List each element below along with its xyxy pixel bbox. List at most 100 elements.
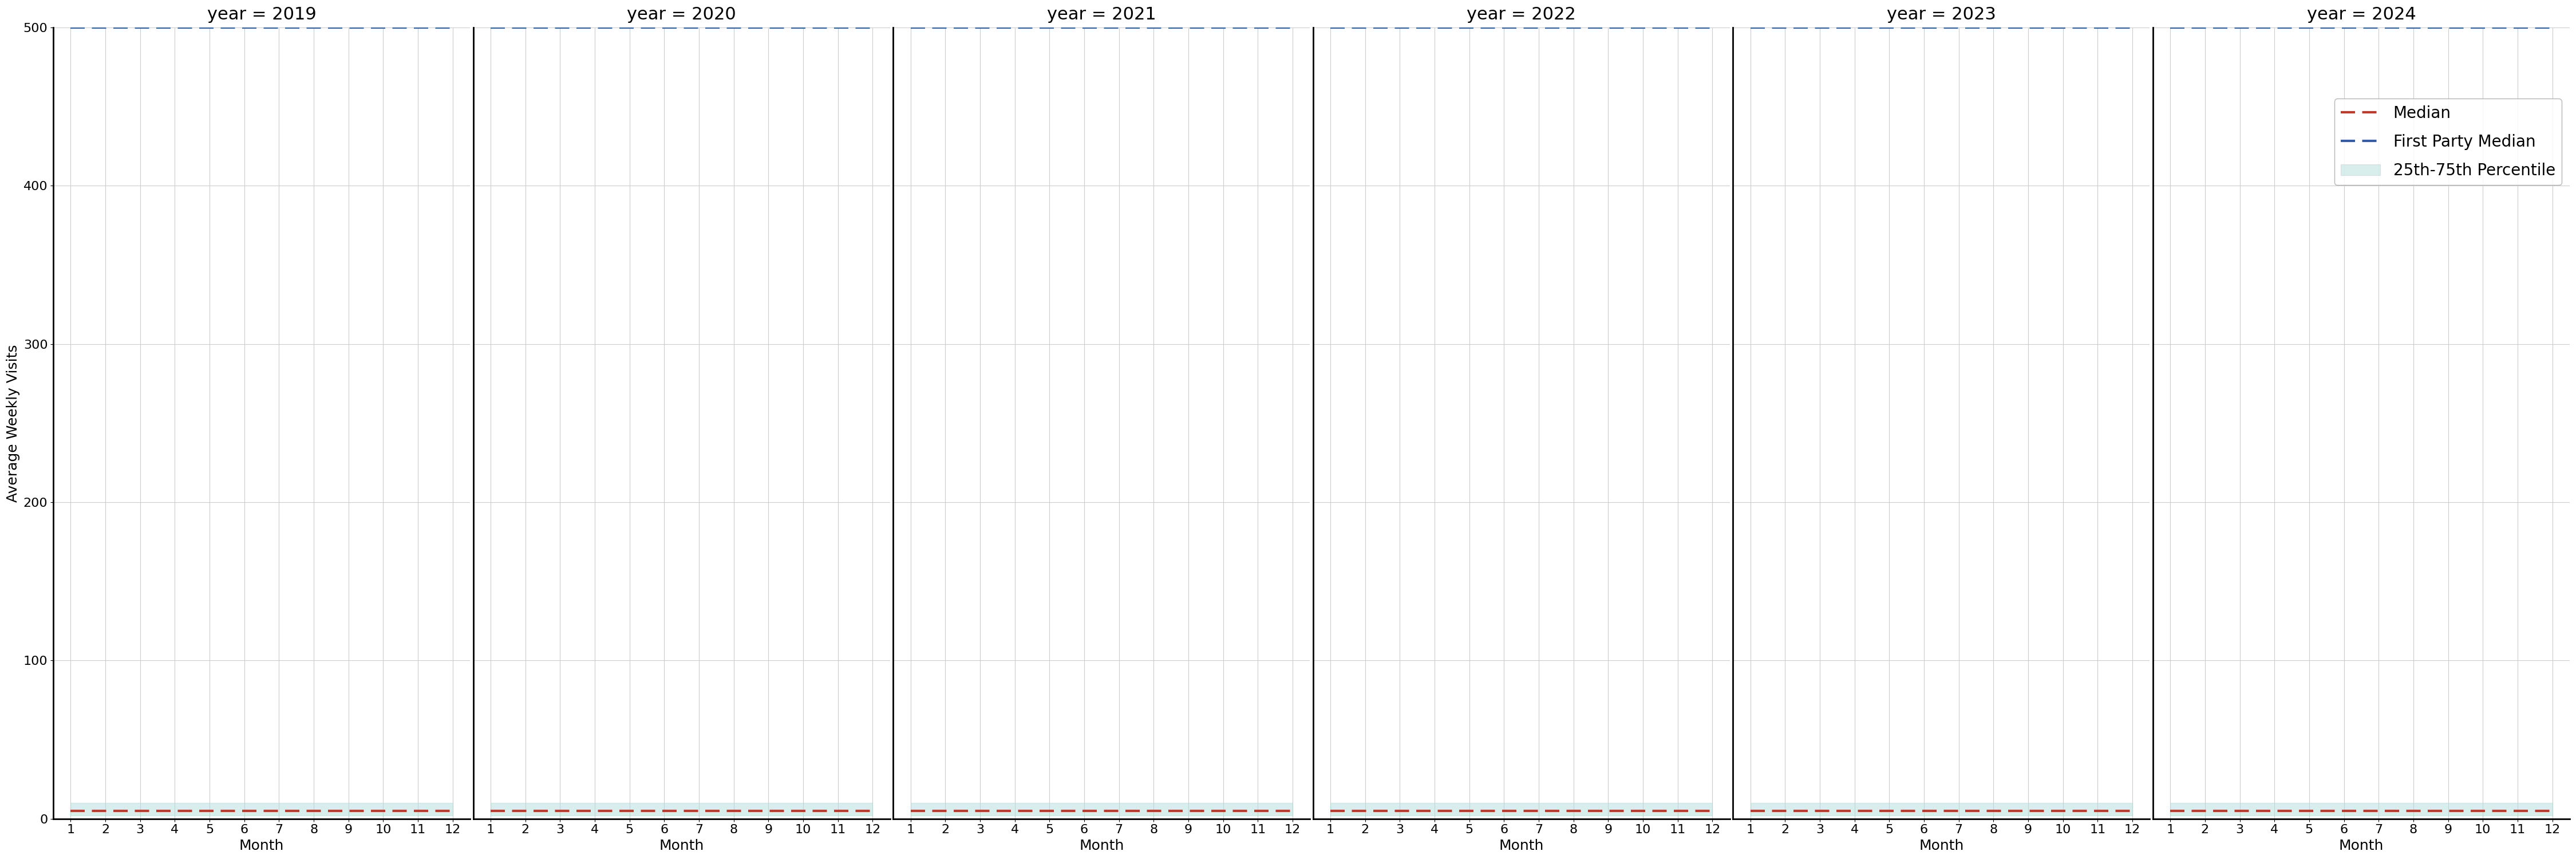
First Party Median: [649, 22, 680, 33]
X-axis label: Month: Month: [1499, 839, 1543, 853]
X-axis label: Month: Month: [1079, 839, 1123, 853]
Median: [719, 806, 750, 816]
First Party Median: [1803, 22, 1834, 33]
First Party Median: [438, 22, 469, 33]
Title: year = 2019: year = 2019: [206, 6, 317, 23]
X-axis label: Month: Month: [659, 839, 703, 853]
First Party Median: [1278, 22, 1309, 33]
Median: [2432, 806, 2463, 816]
First Party Median: [2537, 22, 2568, 33]
First Party Median: [90, 22, 121, 33]
First Party Median: [1662, 22, 1692, 33]
Median: [1662, 806, 1692, 816]
Median: [263, 806, 294, 816]
Median: [1069, 806, 1100, 816]
Median: [1453, 806, 1484, 816]
First Party Median: [1522, 22, 1553, 33]
Median: [2117, 806, 2148, 816]
Median: [822, 806, 853, 816]
Median: [2468, 806, 2499, 816]
First Party Median: [1383, 22, 1414, 33]
First Party Median: [2398, 22, 2429, 33]
Median: [1419, 806, 1450, 816]
Median: [1942, 806, 1973, 816]
First Party Median: [930, 22, 961, 33]
First Party Median: [1978, 22, 2009, 33]
First Party Median: [1698, 22, 1728, 33]
First Party Median: [1242, 22, 1273, 33]
Y-axis label: Average Weekly Visits: Average Weekly Visits: [5, 344, 21, 502]
First Party Median: [1942, 22, 1973, 33]
First Party Median: [510, 22, 541, 33]
Median: [332, 806, 363, 816]
First Party Median: [1628, 22, 1659, 33]
First Party Median: [894, 22, 925, 33]
Median: [438, 806, 469, 816]
Median: [1208, 806, 1239, 816]
Median: [193, 806, 224, 816]
Median: [1592, 806, 1623, 816]
Title: year = 2024: year = 2024: [2306, 6, 2416, 23]
Median: [2398, 806, 2429, 816]
Median: [510, 806, 541, 816]
Median: [649, 806, 680, 816]
First Party Median: [2117, 22, 2148, 33]
Median: [1172, 806, 1203, 816]
First Party Median: [2329, 22, 2360, 33]
First Party Median: [54, 22, 85, 33]
First Party Median: [1033, 22, 1064, 33]
Median: [54, 806, 85, 816]
X-axis label: Month: Month: [1919, 839, 1963, 853]
Median: [2048, 806, 2079, 816]
Title: year = 2023: year = 2023: [1886, 6, 1996, 23]
First Party Median: [822, 22, 853, 33]
First Party Median: [788, 22, 819, 33]
Median: [160, 806, 191, 816]
First Party Median: [402, 22, 433, 33]
First Party Median: [2501, 22, 2532, 33]
Legend: Median, First Party Median, 25th-75th Percentile: Median, First Party Median, 25th-75th Pe…: [2334, 99, 2561, 185]
First Party Median: [1909, 22, 1940, 33]
Median: [299, 806, 330, 816]
Median: [2329, 806, 2360, 816]
Median: [2081, 806, 2112, 816]
First Party Median: [1350, 22, 1381, 33]
First Party Median: [1839, 22, 1870, 33]
Median: [402, 806, 433, 816]
Median: [1628, 806, 1659, 816]
Median: [1770, 806, 1801, 816]
First Party Median: [2223, 22, 2254, 33]
Median: [2154, 806, 2184, 816]
First Party Median: [1172, 22, 1203, 33]
Median: [1839, 806, 1870, 816]
X-axis label: Month: Month: [2339, 839, 2383, 853]
Median: [2537, 806, 2568, 816]
First Party Median: [2468, 22, 2499, 33]
First Party Median: [2259, 22, 2290, 33]
Median: [1698, 806, 1728, 816]
First Party Median: [752, 22, 783, 33]
Title: year = 2022: year = 2022: [1466, 6, 1577, 23]
First Party Median: [1314, 22, 1345, 33]
First Party Median: [2081, 22, 2112, 33]
First Party Median: [193, 22, 224, 33]
First Party Median: [719, 22, 750, 33]
Median: [1734, 806, 1765, 816]
Median: [1489, 806, 1520, 816]
First Party Median: [1419, 22, 1450, 33]
First Party Median: [1208, 22, 1239, 33]
First Party Median: [1770, 22, 1801, 33]
Median: [2223, 806, 2254, 816]
First Party Median: [2293, 22, 2324, 33]
Median: [2190, 806, 2221, 816]
Median: [1278, 806, 1309, 816]
Median: [1558, 806, 1589, 816]
Median: [2012, 806, 2043, 816]
Median: [1314, 806, 1345, 816]
First Party Median: [229, 22, 260, 33]
First Party Median: [683, 22, 714, 33]
Median: [999, 806, 1030, 816]
Median: [963, 806, 994, 816]
Median: [1242, 806, 1273, 816]
First Party Median: [1873, 22, 1904, 33]
